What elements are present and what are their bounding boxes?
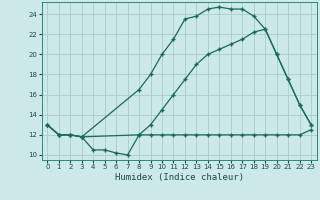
- X-axis label: Humidex (Indice chaleur): Humidex (Indice chaleur): [115, 173, 244, 182]
